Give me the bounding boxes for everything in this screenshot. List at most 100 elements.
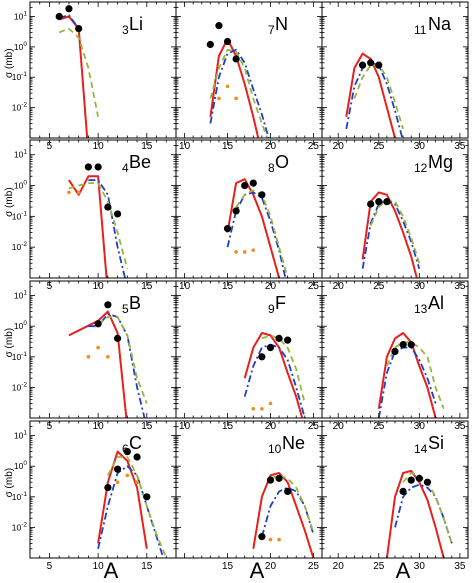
data-point-measured — [223, 225, 232, 233]
data-point-measured — [275, 474, 283, 482]
data-point-measured — [104, 203, 112, 211]
data-point-measured — [206, 40, 214, 49]
panel-N: 10 15 20 25 7 N — [175, 1, 323, 152]
series-line-dashed — [58, 27, 99, 117]
series-line-solid — [226, 178, 281, 278]
x-tick-label: 25 — [373, 281, 385, 292]
data-point-measured — [65, 5, 73, 13]
element-symbol: Na — [428, 14, 452, 34]
data-point-orange — [96, 345, 100, 350]
y-tick-exponent: -1 — [21, 71, 27, 78]
x-tick-label: 25 — [373, 561, 385, 572]
x-tick-label: 20 — [333, 421, 345, 432]
y-tick-label: 101 — [14, 430, 27, 441]
data-point-measured — [375, 61, 383, 69]
data-point-orange — [135, 480, 139, 485]
data-point-orange — [115, 480, 120, 485]
x-tick-label: 10 — [93, 281, 105, 292]
x-tick-label: 25 — [308, 281, 320, 292]
series-line-solid — [97, 450, 148, 549]
element-symbol: Si — [428, 433, 444, 453]
series-line-dashed — [107, 456, 168, 558]
x-tick-label: 15 — [141, 141, 153, 152]
series-line-dashdot — [97, 465, 165, 558]
plot-area — [97, 448, 168, 558]
x-tick-label: 30 — [414, 421, 426, 432]
y-tick-exponent: 1 — [23, 149, 27, 156]
element-symbol: Be — [129, 152, 151, 172]
data-point-measured — [391, 347, 399, 356]
series-line-dashdot — [361, 198, 421, 269]
data-point-orange — [234, 250, 238, 254]
series-line-dashdot — [243, 343, 306, 418]
data-point-measured — [383, 198, 391, 206]
data-point-measured — [143, 493, 151, 501]
data-point-measured — [266, 343, 275, 352]
element-atomic-number: 10 — [268, 442, 282, 456]
data-point-measured — [123, 448, 131, 456]
plot-area — [361, 191, 421, 278]
data-point-orange — [106, 354, 110, 359]
data-point-measured — [232, 207, 240, 215]
x-tick-label: 20 — [333, 141, 345, 152]
data-point-orange — [217, 96, 221, 101]
data-point-orange — [260, 406, 264, 411]
series-line-dashed — [235, 189, 289, 278]
panel-frame — [29, 280, 177, 419]
y-tick-exponent: 1 — [23, 10, 27, 17]
series-line-dashdot — [394, 483, 453, 544]
data-point-measured — [399, 487, 407, 496]
element-atomic-number: 5 — [122, 302, 129, 316]
y-tick-label: 10-2 — [12, 241, 28, 252]
element-symbol: N — [275, 14, 288, 34]
plot-area — [385, 469, 453, 558]
plot-area — [345, 52, 404, 138]
data-point-measured — [275, 334, 283, 342]
plot-area — [55, 5, 99, 138]
series-line-dashed — [209, 48, 269, 138]
element-atomic-number: 14 — [414, 442, 428, 456]
data-point-measured — [215, 22, 223, 30]
y-tick-exponent: 1 — [23, 430, 27, 437]
data-point-orange — [67, 190, 71, 195]
x-tick-label: 25 — [308, 141, 320, 152]
y-tick-label: 100 — [14, 320, 27, 331]
data-point-measured — [399, 341, 407, 349]
data-point-orange — [125, 473, 130, 478]
data-point-orange — [268, 401, 273, 406]
data-point-measured — [375, 198, 383, 206]
series-line-dashed — [369, 198, 421, 264]
data-point-measured — [258, 353, 266, 361]
data-point-orange — [251, 248, 256, 252]
panel-Al: 20 25 30 35 13 Al — [321, 280, 469, 432]
y-tick-label: 100 — [14, 460, 27, 471]
data-point-measured — [266, 476, 275, 484]
data-point-measured — [284, 336, 292, 344]
x-tick-label: 10 — [179, 421, 191, 432]
element-symbol: F — [275, 293, 286, 313]
y-axis-title: σ (mb) — [4, 48, 15, 78]
x-tick-label: 25 — [308, 561, 320, 572]
data-point-orange — [268, 537, 273, 542]
data-point-measured — [94, 163, 102, 171]
plot-area — [67, 163, 129, 278]
data-point-measured — [358, 61, 367, 69]
plot-area — [68, 301, 148, 418]
plot-area — [377, 332, 445, 418]
y-tick-label: 101 — [14, 290, 27, 301]
element-atomic-number: 12 — [414, 161, 428, 175]
data-point-measured — [94, 320, 102, 328]
x-tick-label: 20 — [265, 141, 277, 152]
data-point-orange — [86, 354, 91, 359]
panel-Na: 20 25 30 35 11 Na — [321, 1, 469, 152]
panel-frame — [175, 280, 323, 419]
data-point-measured — [284, 487, 292, 496]
data-point-measured — [367, 200, 375, 208]
x-tick-label: 10 — [93, 421, 105, 432]
series-line-solid — [345, 52, 397, 138]
y-tick-exponent: 1 — [23, 290, 27, 297]
y-tick-label: 100 — [14, 180, 27, 191]
